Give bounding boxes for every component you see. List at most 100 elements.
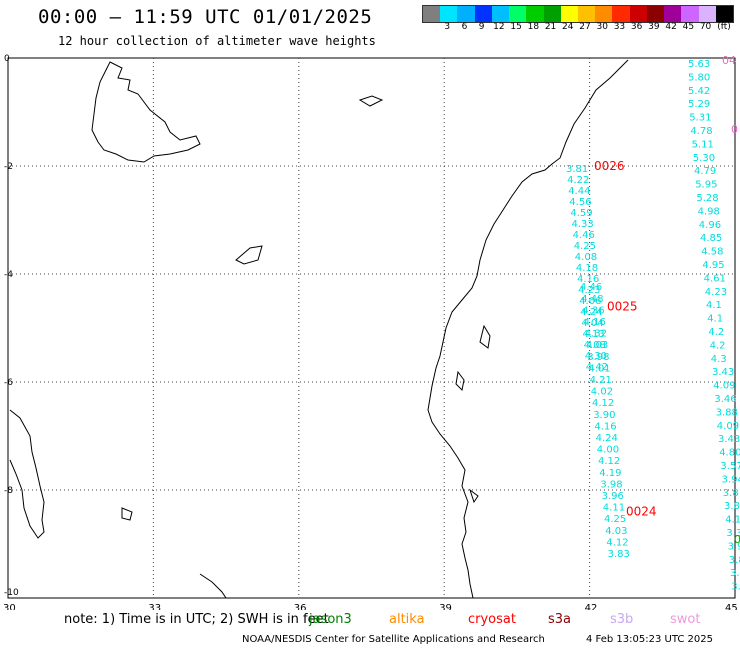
- coast-feature: [121, 507, 133, 521]
- swh-value-right-track: 4.85: [700, 233, 722, 244]
- legend-swatch: [664, 6, 682, 22]
- coast-feature: [455, 370, 465, 392]
- swh-value-right-track: 4.61: [704, 273, 726, 284]
- swh-value-center-track: 4.36: [582, 305, 604, 316]
- swh-value-center-track: 4.46: [573, 230, 595, 241]
- swh-value-center-track: 4.13: [583, 329, 605, 340]
- longitude-tick-label: 36: [294, 603, 307, 610]
- swh-value-center-track: 4.04: [581, 318, 603, 329]
- latitude-tick-label: -6: [4, 378, 13, 388]
- satellite-label-cryosat: cryosat: [468, 612, 516, 627]
- swh-value-right-track: 5.28: [696, 193, 718, 204]
- swh-value-center-track: 4.23: [578, 285, 600, 296]
- axis-labels: 30 33 36 39 42 45 0 -2 -4 -6 -8 -10: [3, 54, 738, 610]
- swh-value-center-track: 3.96: [602, 491, 624, 502]
- swh-value-center-track: 4.03: [605, 526, 627, 537]
- coast-feature: [235, 245, 263, 265]
- swh-value-right-track: 4.78: [690, 126, 712, 137]
- legend-swatch: [474, 6, 492, 22]
- swh-value-center-track: 4.33: [572, 219, 594, 230]
- swh-value-right-track: 4.2: [708, 327, 724, 338]
- legend-swatch: [698, 6, 716, 22]
- legend-swatch: [457, 6, 475, 22]
- longitude-tick-label: 42: [585, 603, 598, 610]
- swh-value-center-track: 4.25: [604, 514, 626, 525]
- swh-value-right-track: 3.57: [720, 461, 740, 472]
- swh-value-right-track: 3.93: [728, 541, 740, 552]
- swh-value-right-track: 4.80: [719, 448, 740, 459]
- map-title: 00:00 – 11:59 UTC 01/01/2025: [38, 6, 373, 28]
- swh-value-center-track: 3.90: [593, 410, 615, 421]
- legend-swatch: [681, 6, 699, 22]
- legend-swatch: [646, 6, 665, 22]
- swh-value-right-track: 5.11: [692, 139, 714, 150]
- swh-value-right-track: 3.94: [722, 474, 740, 485]
- legend-tick: 42: [665, 22, 677, 32]
- pass-time-label: 0026: [594, 159, 625, 173]
- legend-swatch: [595, 6, 613, 22]
- swh-value-right-track: 4.1: [706, 300, 722, 311]
- legend-tick: 21: [544, 22, 557, 32]
- swh-value-right-track: 5.29: [688, 99, 710, 110]
- swh-value-right-track: 4.23: [705, 287, 727, 298]
- legend-tick: 9: [478, 22, 485, 32]
- legend-swatch: [440, 6, 458, 22]
- swh-value-center-track: 4.22: [567, 175, 589, 186]
- swh-value-center-track: 3.83: [608, 549, 630, 560]
- legend-tick: 18: [527, 22, 540, 32]
- legend-swatch: [423, 6, 441, 22]
- pass-time-label: 0025: [607, 299, 638, 313]
- wave-height-color-legend: [422, 5, 734, 23]
- swh-value-center-track: 4.24: [596, 433, 618, 444]
- swh-value-center-track: 4.01: [588, 363, 610, 374]
- swh-value-right-track: 5.63: [688, 59, 710, 70]
- legend-swatch: [560, 6, 578, 22]
- swh-value-right-track: 5.95: [695, 180, 717, 191]
- swh-value-right-track: 5.30: [693, 153, 715, 164]
- swh-value-center-track: 4.02: [591, 387, 613, 398]
- altimeter-map: 5.63 5.80 5.42 5.29 5.31 4.78 5.11 5.30 4.79 5.95…: [3, 54, 740, 610]
- swh-value-center-track: 4.59: [570, 208, 592, 219]
- swh-value-right-track: 4.2: [710, 340, 726, 351]
- legend-swatch: [577, 6, 596, 22]
- swh-value-center-track: 4.19: [599, 468, 621, 479]
- latitude-tick-label: -8: [4, 486, 13, 496]
- coast-feature: [358, 95, 384, 107]
- latitude-tick-label: 0: [4, 54, 10, 64]
- swh-value-right-track: 3.43: [712, 367, 734, 378]
- swh-value-center-track: 4.42: [586, 362, 608, 373]
- swh-value-right-track: 4.79: [694, 166, 716, 177]
- credit-text: NOAA/NESDIS Center for Satellite Applica…: [242, 634, 545, 645]
- legend-swatch: [526, 6, 544, 22]
- satellite-label-altika: altika: [389, 612, 425, 627]
- swh-value-right-track: 3.83: [729, 555, 740, 566]
- longitude-tick-label: 30: [3, 603, 16, 610]
- swh-value-center-track: 4.32: [585, 329, 607, 340]
- swh-value-right-track: 4.10: [725, 515, 740, 526]
- swh-value-right-track: 5.80: [688, 72, 710, 83]
- legend-swatch: [612, 6, 630, 22]
- swh-value-right-track: 3.88: [716, 407, 738, 418]
- swh-value-center-track: 3.98: [600, 479, 622, 490]
- coast-feature: [479, 324, 491, 349]
- satellite-label-swot: swot: [670, 612, 701, 627]
- swh-value-center-track: 4.12: [606, 537, 628, 548]
- satellite-label-jason3: jason3: [309, 612, 352, 627]
- swh-value-center-track: 4.00: [597, 445, 619, 456]
- legend-swatch: [629, 6, 647, 22]
- legend-tick: 6: [461, 22, 468, 32]
- satellite-label-s3b: s3b: [610, 612, 634, 627]
- swh-value-right-track: 3.81: [723, 488, 740, 499]
- altimeter-tracks: 5.63 5.80 5.42 5.29 5.31 4.78 5.11 5.30 4.79 5.95…: [566, 54, 740, 593]
- swh-value-right-track: 3.80: [724, 501, 740, 512]
- swh-value-right-track: 4.58: [701, 247, 723, 258]
- longitude-tick-label: 39: [439, 603, 452, 610]
- legend-swatch: [509, 6, 527, 22]
- swh-value-center-track: 4.08: [584, 340, 606, 351]
- swh-value-center-track: 3.98: [587, 352, 609, 363]
- edge-mark: 0: [731, 123, 738, 136]
- legend-tick: 39: [648, 22, 660, 32]
- pass-time-label: 0024: [626, 505, 657, 519]
- swh-value-right-track: 5.31: [689, 113, 711, 124]
- latitude-tick-label: -2: [4, 162, 13, 172]
